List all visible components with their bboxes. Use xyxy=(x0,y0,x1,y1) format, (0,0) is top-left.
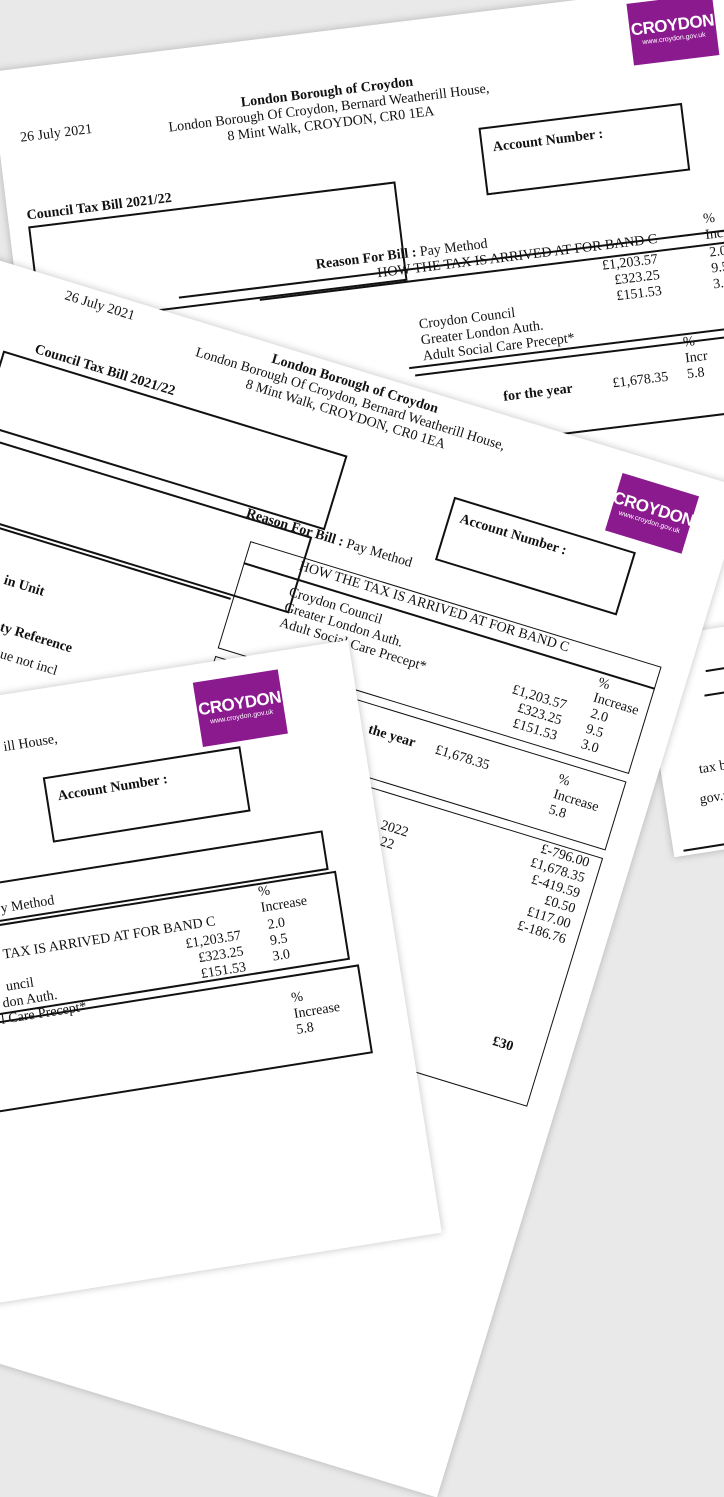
total-pct: 5.8 xyxy=(295,1020,315,1038)
increase: 2.0 xyxy=(708,243,724,261)
total-pct: Incr xyxy=(684,348,709,367)
pct-label: % xyxy=(702,210,716,228)
croydon-logo: CROYDON www.croydon.gov.uk xyxy=(192,669,288,748)
account-number-label: Account Number : xyxy=(56,772,169,805)
increase: 9.5 xyxy=(710,259,724,277)
total-pct: % xyxy=(682,334,696,351)
croydon-logo: CROYDON www.croydon.gov.uk xyxy=(626,0,720,66)
increase: 3.0 xyxy=(712,275,724,293)
total-pct: 5.8 xyxy=(686,365,706,383)
account-number-label: Account Number : xyxy=(492,126,605,156)
increase: 3.0 xyxy=(271,947,292,965)
